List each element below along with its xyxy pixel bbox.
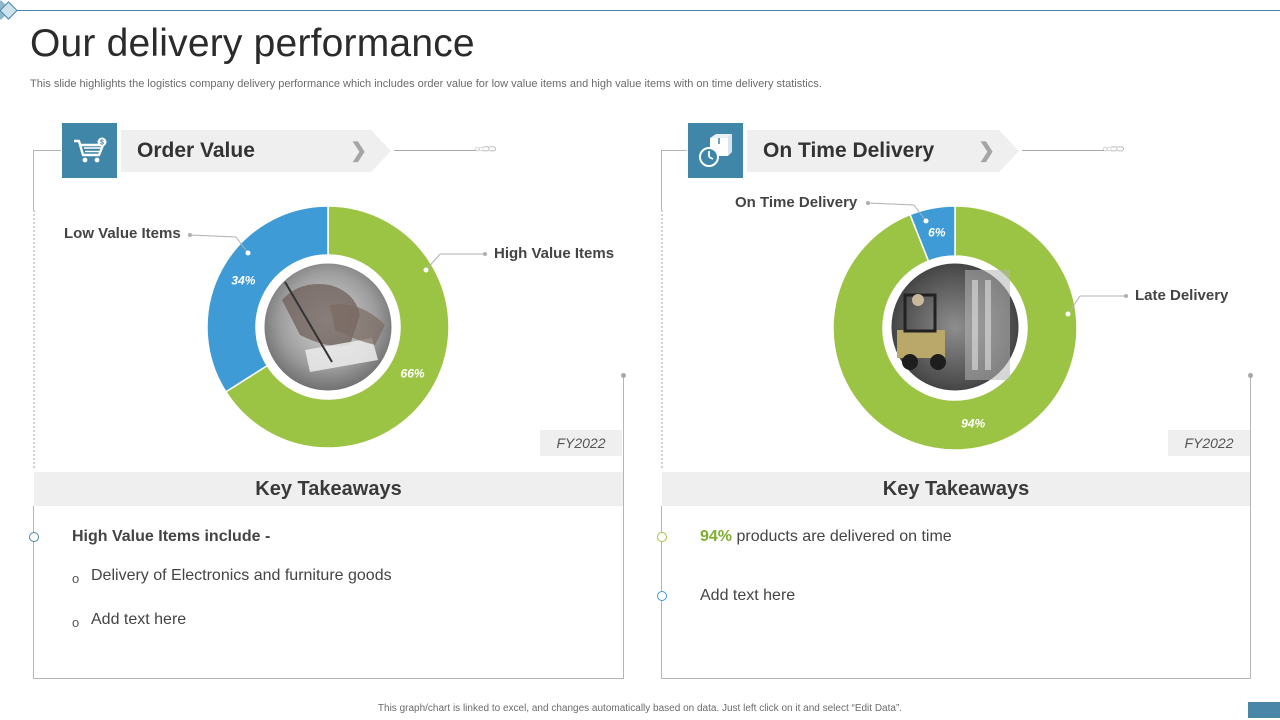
order-value-donut: 66% 34% <box>206 205 450 449</box>
forklift-warehouse-photo <box>886 258 1024 396</box>
top-rule <box>14 10 1280 11</box>
delivery-box-clock-icon <box>688 123 743 178</box>
delivery-stat-value: 94% <box>700 528 733 545</box>
panel-frame-bottom <box>661 678 1251 679</box>
period-badge: FY2022 <box>1168 430 1250 456</box>
chevron-right-icon: ❯ <box>350 140 367 162</box>
page-subtitle: This slide highlights the logistics comp… <box>30 78 822 90</box>
key-takeaways-heading: Key Takeaways <box>662 472 1250 506</box>
header-arrow-tip <box>999 130 1019 172</box>
on-time-delivery-header: On Time Delivery ❯ <box>747 130 1019 172</box>
header-leader-line <box>1022 150 1104 151</box>
period-badge: FY2022 <box>540 430 622 456</box>
legend-on-time-delivery: On Time Delivery <box>735 194 858 211</box>
link-circles-icon: ○○⊃⊃ <box>1102 144 1125 155</box>
on-time-delivery-header-text: On Time Delivery <box>763 139 935 162</box>
legend-high-value-items: High Value Items <box>494 245 615 262</box>
frame-end-dot <box>1248 373 1253 378</box>
order-value-header-text: Order Value <box>137 139 255 162</box>
panel-frame-left <box>661 150 662 210</box>
takeaway-heading: High Value Items include - <box>72 528 271 545</box>
header-arrow-tip <box>371 130 391 172</box>
link-circles-icon: ○○⊃⊃ <box>474 144 497 155</box>
panel-frame-dotted <box>661 210 665 468</box>
panel-frame-right <box>1250 377 1251 678</box>
frame-end-dot <box>621 373 626 378</box>
page-title: Our delivery performance <box>30 22 475 65</box>
panel-frame-dotted <box>33 210 37 468</box>
delivery-point-2: Add text here <box>700 587 796 604</box>
delivery-stat-text: products are delivered on time <box>732 528 952 545</box>
key-takeaways-heading: Key Takeaways <box>34 472 623 506</box>
data-label-low-value-items: 34% <box>231 274 255 288</box>
footer-note: This graph/chart is linked to excel, and… <box>377 703 903 714</box>
chevron-right-icon: ❯ <box>978 140 995 162</box>
header-leader-line <box>394 150 476 151</box>
panel-frame-top <box>33 150 61 151</box>
sub-bullet-icon: o <box>72 571 80 586</box>
panel-frame-left-lower <box>33 506 34 678</box>
sub-bullet-icon: o <box>72 615 80 630</box>
data-label-high-value-items: 66% <box>401 366 425 380</box>
takeaway-point-1: Delivery of Electronics and furniture go… <box>91 567 392 584</box>
order-value-header: Order Value ❯ <box>121 130 391 172</box>
panel-frame-top <box>661 150 687 151</box>
shopping-cart-icon: $ <box>62 123 117 178</box>
hand-writing-photo <box>259 258 397 396</box>
panel-frame-bottom <box>33 678 624 679</box>
legend-low-value-items: Low Value Items <box>64 225 181 242</box>
takeaway-point-2: Add text here <box>91 611 187 628</box>
corner-accent <box>1248 702 1280 718</box>
legend-late-delivery: Late Delivery <box>1135 287 1229 304</box>
panel-frame-right <box>623 377 624 678</box>
donut-slice-late-delivery <box>832 205 1078 451</box>
bullet-circle-icon <box>29 532 39 542</box>
data-label-on-time-delivery: 6% <box>928 226 946 240</box>
svg-text:$: $ <box>100 139 104 146</box>
bullet-circle-icon <box>657 532 667 542</box>
panel-frame-left <box>33 150 34 210</box>
data-label-late-delivery: 94% <box>961 416 985 430</box>
donut-slice-high-value-items <box>224 205 450 449</box>
delivery-stat-line: 94% products are delivered on time <box>700 528 952 546</box>
donut-slice-low-value-items <box>206 205 329 393</box>
donut-slice-on-time-delivery <box>909 205 956 263</box>
on-time-delivery-donut: 94% 6% <box>832 205 1078 451</box>
bullet-circle-icon <box>657 591 667 601</box>
